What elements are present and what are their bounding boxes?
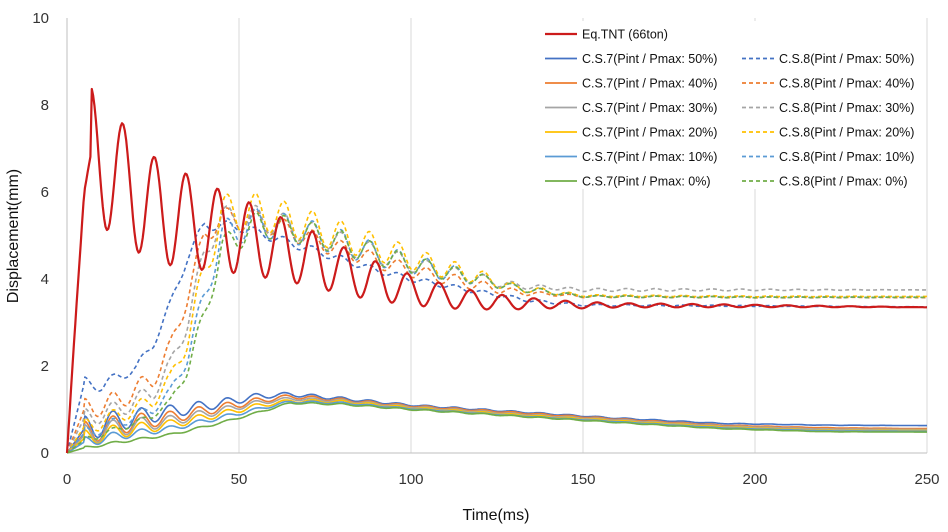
legend-label: C.S.8(Pint / Pmax: 30%) (779, 101, 914, 115)
y-tick-label: 8 (41, 97, 49, 114)
legend-label: C.S.7(Pint / Pmax: 0%) (582, 175, 711, 189)
x-tick-label: 150 (570, 471, 595, 488)
legend-label: C.S.8(Pint / Pmax: 20%) (779, 126, 914, 140)
legend-box (532, 21, 926, 189)
legend: Eq.TNT (66ton) C.S.7(Pint / Pmax: 50%) C… (532, 21, 926, 189)
x-tick-label: 100 (398, 471, 423, 488)
axes (66, 18, 927, 454)
legend-label: C.S.8(Pint / Pmax: 50%) (779, 52, 914, 66)
x-tick-label: 250 (914, 471, 939, 488)
y-tick-label: 10 (32, 10, 49, 27)
legend-label: C.S.8(Pint / Pmax: 10%) (779, 150, 914, 164)
x-tick-label: 50 (231, 471, 248, 488)
y-tick-label: 0 (41, 445, 49, 462)
x-axis-title: Time(ms) (463, 507, 530, 524)
y-axis-title: Displacement(mm) (5, 169, 22, 303)
legend-label: C.S.7(Pint / Pmax: 10%) (582, 150, 717, 164)
y-tick-label: 6 (41, 184, 49, 201)
legend-label: C.S.8(Pint / Pmax: 40%) (779, 77, 914, 91)
y-tick-label: 4 (41, 271, 49, 288)
legend-label: C.S.7(Pint / Pmax: 20%) (582, 126, 717, 140)
y-tick-label: 2 (41, 358, 49, 375)
x-tick-labels: 0 50 100 150 200 250 (63, 471, 940, 488)
x-tick-label: 200 (742, 471, 767, 488)
series-line (66, 211, 927, 454)
series-line (65, 87, 927, 454)
legend-label: C.S.7(Pint / Pmax: 40%) (582, 77, 717, 91)
legend-label: Eq.TNT (66ton) (582, 28, 668, 42)
x-tick-label: 0 (63, 471, 71, 488)
y-tick-labels: 0 2 4 6 8 10 (32, 10, 49, 462)
series-line (66, 396, 927, 454)
series-line (66, 192, 927, 454)
series-lines (65, 87, 928, 454)
legend-items: Eq.TNT (66ton) C.S.7(Pint / Pmax: 50%) C… (545, 28, 914, 189)
legend-label: C.S.7(Pint / Pmax: 50%) (582, 52, 717, 66)
series-line (66, 394, 927, 454)
legend-label: C.S.8(Pint / Pmax: 0%) (779, 175, 908, 189)
series-line (66, 401, 927, 454)
series-line (66, 391, 927, 454)
legend-label: C.S.7(Pint / Pmax: 30%) (582, 101, 717, 115)
series-line (66, 204, 927, 454)
